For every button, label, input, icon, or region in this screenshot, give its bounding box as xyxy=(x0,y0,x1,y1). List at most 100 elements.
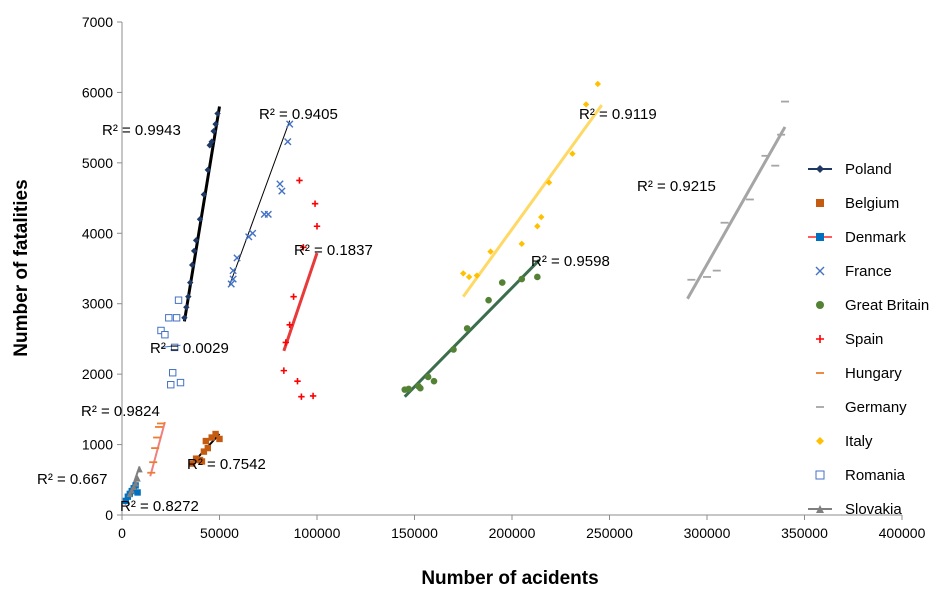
germany-r2-label: R² = 0.9215 xyxy=(637,178,716,195)
spain-point xyxy=(280,367,288,374)
france-point xyxy=(229,275,237,283)
italy-point xyxy=(538,213,545,221)
spain-point xyxy=(286,321,293,329)
x-tick-label: 250000 xyxy=(586,525,633,541)
spain-point xyxy=(296,177,303,184)
legend-item-romania: Romania xyxy=(815,467,906,484)
legend-label: Romania xyxy=(845,467,906,484)
legend-label: Hungary xyxy=(845,365,902,382)
romania-point xyxy=(172,314,181,322)
x-tick-label: 350000 xyxy=(781,525,828,541)
poland-point xyxy=(200,191,208,198)
italy-r2-label: R² = 0.9119 xyxy=(579,106,657,123)
x-tick-label: 200000 xyxy=(489,525,536,541)
legend-marker xyxy=(816,437,824,445)
poland-point xyxy=(190,247,198,255)
spain-point xyxy=(313,223,321,230)
poland-point xyxy=(187,279,194,286)
poland-point xyxy=(214,110,221,117)
poland-point xyxy=(208,138,215,145)
belgium-point xyxy=(198,458,206,465)
slovakia-point xyxy=(128,487,135,494)
legend-label: Germany xyxy=(845,399,907,416)
legend-item-france: France xyxy=(815,263,892,280)
poland-point xyxy=(189,261,196,269)
belgium-point xyxy=(202,437,210,445)
slovakia-point xyxy=(134,475,141,482)
france-point xyxy=(278,187,286,195)
italy-point xyxy=(518,240,525,248)
y-axis-title: Number of fatalities xyxy=(11,179,32,356)
legend-marker xyxy=(815,470,825,480)
slovakia-point xyxy=(126,490,133,498)
x-tick-label: 150000 xyxy=(391,525,438,541)
y-tick-label: 0 xyxy=(105,507,113,523)
france-point xyxy=(229,266,237,275)
romania-point xyxy=(176,378,185,387)
denmark-point xyxy=(134,489,141,496)
spain-point xyxy=(311,200,319,207)
axes xyxy=(121,22,902,516)
y-tick-label: 3000 xyxy=(82,296,113,312)
poland-point xyxy=(212,120,219,128)
slovakia-point xyxy=(136,466,143,473)
legend-marker xyxy=(816,233,824,241)
great-britain-point xyxy=(498,279,506,286)
data-points xyxy=(122,80,789,505)
legend-item-hungary: Hungary xyxy=(816,365,902,382)
legend-item-great-britain: Great Britain xyxy=(816,297,929,314)
italy-trendline xyxy=(462,104,603,298)
legend-label: Belgium xyxy=(845,195,899,212)
great-britain-r2-label: R² = 0.9598 xyxy=(531,253,610,270)
great-britain-point xyxy=(450,346,457,353)
spain-point xyxy=(290,293,297,300)
italy-point xyxy=(534,223,541,230)
denmark-r2-label: R² = 0.8272 xyxy=(120,498,199,515)
france-point xyxy=(276,180,284,188)
legend-label: Poland xyxy=(845,161,892,178)
legend-marker xyxy=(816,199,824,207)
x-tick-label: 300000 xyxy=(684,525,731,541)
y-tick-label: 7000 xyxy=(82,14,113,30)
italy-point xyxy=(569,150,576,157)
great-britain-point xyxy=(417,384,424,392)
poland-point xyxy=(206,142,213,149)
france-point xyxy=(284,138,292,146)
poland-trendline xyxy=(182,106,221,322)
great-britain-point xyxy=(518,275,526,283)
belgium-point xyxy=(208,434,215,441)
romania-point xyxy=(161,331,169,339)
italy-point xyxy=(594,80,601,88)
italy-point xyxy=(487,248,494,255)
great-britain-point xyxy=(463,325,471,332)
spain-point xyxy=(298,393,305,400)
belgium-point xyxy=(200,448,208,455)
legend-marker xyxy=(815,266,825,276)
great-britain-point xyxy=(405,385,412,393)
poland-point xyxy=(196,216,204,223)
legend-item-denmark: Denmark xyxy=(808,229,906,246)
legend-item-poland: Poland xyxy=(808,161,892,178)
belgium-point xyxy=(212,430,219,438)
tick-labels: 0 1000 2000 3000 4000 5000 6000 7000 0 50000 10000… xyxy=(82,14,926,541)
romania-point xyxy=(169,369,177,377)
poland-point xyxy=(204,166,211,174)
legend-item-spain: Spain xyxy=(816,331,883,348)
poland-point xyxy=(181,314,188,321)
y-tick-label: 1000 xyxy=(82,437,113,453)
romania-point xyxy=(170,343,179,352)
belgium-r2-label: R² = 0.7542 xyxy=(187,456,266,473)
trendlines xyxy=(124,104,787,505)
great-britain-point xyxy=(430,377,438,385)
x-axis-title: Number of acidents xyxy=(421,568,598,589)
poland-point xyxy=(183,304,190,311)
poland-point xyxy=(210,127,217,135)
slovakia-point xyxy=(130,483,137,491)
legend-item-italy: Italy xyxy=(816,433,873,450)
france-point xyxy=(286,120,294,128)
romania-r2-label: R² = 0.0029 xyxy=(150,340,229,357)
y-tick-label: 6000 xyxy=(82,84,113,100)
belgium-point xyxy=(216,435,223,443)
